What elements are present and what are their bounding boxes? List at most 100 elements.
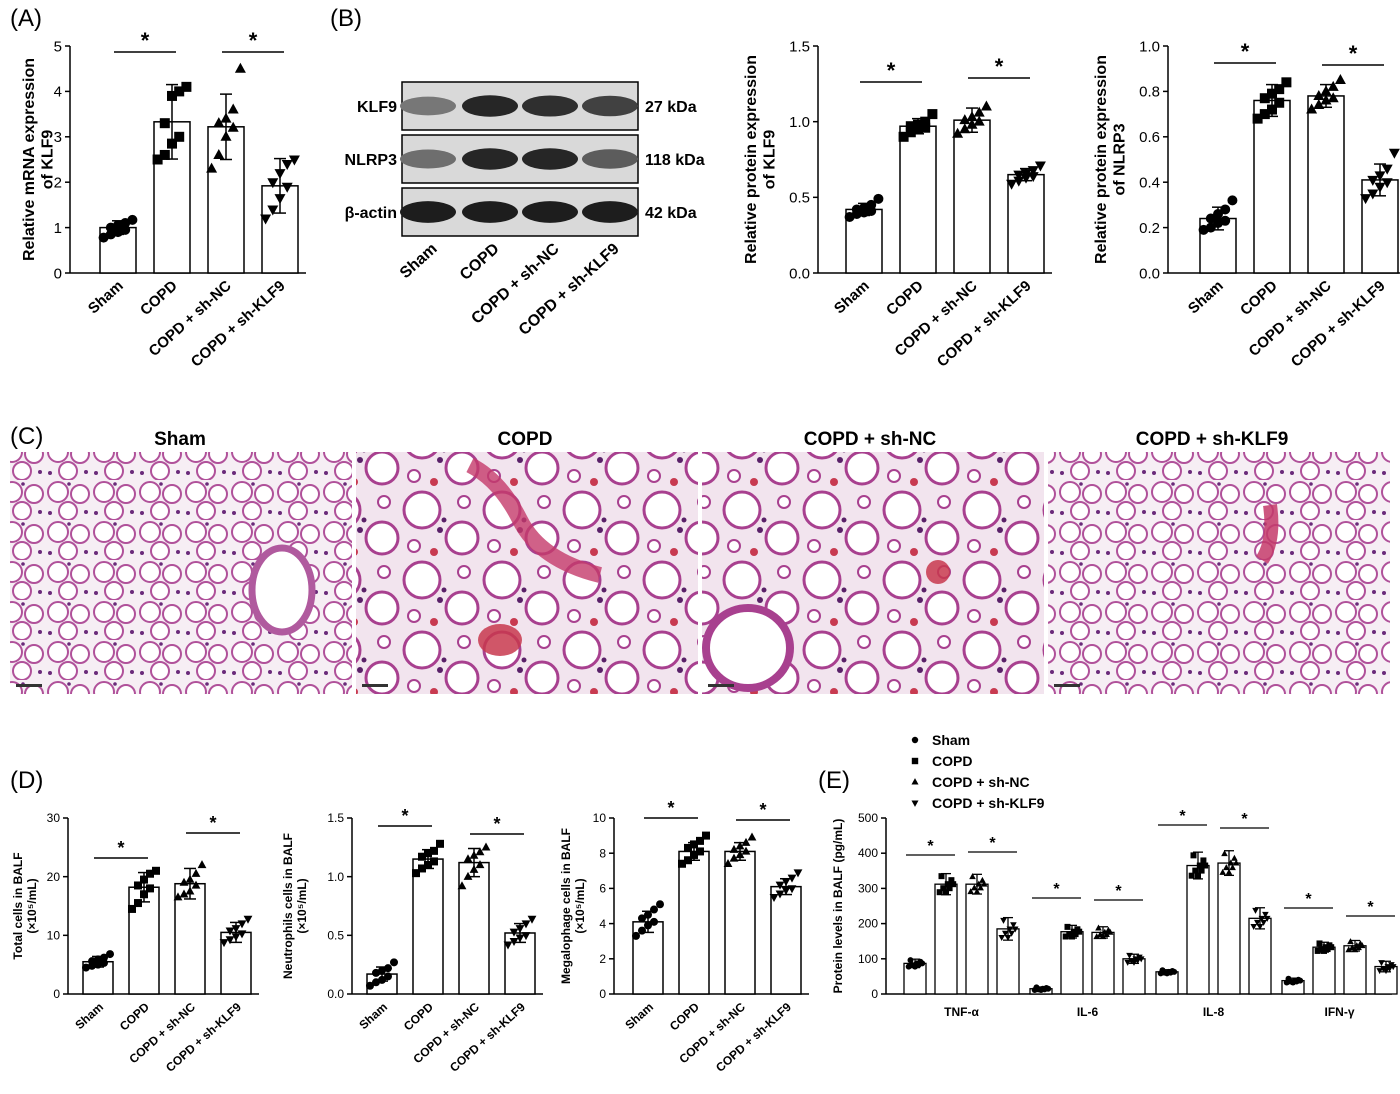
data-point <box>1034 161 1046 172</box>
histology-vessel <box>466 457 603 583</box>
data-point <box>481 842 491 851</box>
histology-vessel <box>248 544 316 636</box>
significance-star: * <box>1115 883 1122 900</box>
data-point <box>515 925 525 934</box>
data-point <box>787 885 797 894</box>
x-tick-label: COPD <box>117 1000 152 1034</box>
data-point <box>632 931 640 940</box>
bar <box>1343 945 1367 995</box>
blot-band <box>462 95 518 117</box>
significance-star: * <box>1241 811 1248 828</box>
blot-protein-label: β-actin <box>345 205 397 222</box>
data-point <box>911 757 919 765</box>
data-point <box>281 160 293 171</box>
bar <box>678 850 710 995</box>
data-point <box>424 849 432 858</box>
significance-star: * <box>995 54 1004 79</box>
legend-entry: COPD + sh-NC <box>932 774 1030 790</box>
y-tick-label: 4 <box>54 84 62 101</box>
y-tick-label: 500 <box>858 811 878 825</box>
y-axis-label-line: of KLF9 <box>39 130 56 190</box>
data-point <box>159 118 170 129</box>
data-point <box>1227 195 1238 206</box>
bar <box>412 858 444 995</box>
data-point <box>418 864 426 873</box>
y-tick-label: 3 <box>54 129 62 146</box>
data-point <box>418 852 426 861</box>
data-point <box>237 920 247 929</box>
data-point <box>702 831 710 840</box>
blot-band <box>400 96 456 116</box>
data-point <box>469 864 479 873</box>
data-point <box>1011 926 1019 933</box>
chart-klf9-mrna: 0 1 2 3 4 5 Relative mRNA expressionof KLF9 Sha… <box>21 28 306 371</box>
data-point <box>1200 857 1207 864</box>
bar <box>458 861 490 995</box>
data-point <box>88 957 96 966</box>
data-point <box>1198 867 1205 874</box>
panel-label-c: (C) <box>10 423 43 450</box>
data-point <box>1281 77 1292 88</box>
data-point <box>741 837 751 846</box>
blot-protein-label: NLRP3 <box>345 152 398 169</box>
data-point <box>973 115 985 126</box>
y-tick-label: 0.5 <box>789 190 810 207</box>
data-point <box>227 121 239 132</box>
histology-vessel <box>1255 504 1279 564</box>
blot-band <box>522 148 578 170</box>
data-point <box>167 138 177 149</box>
y-tick-label: 1.5 <box>327 811 344 825</box>
data-point <box>966 111 978 122</box>
blot-band <box>522 95 578 117</box>
data-point <box>1297 977 1304 984</box>
y-tick-label: 0 <box>871 987 878 1001</box>
data-point <box>1374 182 1386 193</box>
histology-panel: Sham COPD COPD + sh-NC COPD + sh-KLF9 <box>10 429 1390 694</box>
data-point <box>1099 933 1107 940</box>
data-point <box>911 778 919 785</box>
data-point <box>967 888 974 895</box>
y-tick-label: 0.0 <box>1139 265 1160 282</box>
data-point <box>219 939 229 948</box>
x-tick-label: Sham <box>72 1000 106 1032</box>
data-point <box>1274 84 1285 95</box>
bar <box>1060 931 1084 995</box>
data-point <box>775 890 785 899</box>
data-point <box>998 935 1005 942</box>
data-point <box>735 841 745 850</box>
data-point <box>1260 919 1267 926</box>
data-point <box>1137 956 1145 963</box>
blot-band <box>522 201 578 223</box>
data-point <box>366 981 374 990</box>
y-tick-label: 30 <box>47 811 61 825</box>
data-point <box>959 114 971 125</box>
significance-star: * <box>989 835 996 852</box>
histology-blood-cluster <box>926 560 950 584</box>
chart-megalophage: 0 2 4 6 8 10 Megalophage cells in BALF(×10⁵/mL… <box>559 798 809 1075</box>
data-point <box>1232 859 1240 866</box>
y-tick-label: 20 <box>47 870 61 884</box>
y-tick-label: 0.2 <box>1139 220 1160 237</box>
blot-band <box>582 149 638 169</box>
chart-neutrophils: 0.0 0.5 1.0 1.5 Neutrophils cells in BALF(×1… <box>281 806 543 1075</box>
data-point <box>980 100 992 111</box>
significance-star: * <box>667 798 674 818</box>
data-point <box>1328 944 1335 951</box>
y-tick-label: 0.4 <box>1139 174 1160 191</box>
x-tick-label: COPD <box>401 1000 436 1034</box>
y-tick-label: 1.0 <box>789 114 810 131</box>
data-point <box>1195 872 1201 879</box>
data-point <box>1202 862 1209 869</box>
data-point <box>1313 99 1325 110</box>
data-point <box>146 884 154 893</box>
significance-star: * <box>117 838 124 858</box>
panel-label-e: (E) <box>818 767 850 794</box>
data-point <box>950 881 957 888</box>
histology-title-sham: Sham <box>154 429 206 450</box>
data-point <box>1126 952 1133 959</box>
data-point <box>913 119 923 130</box>
data-point <box>1306 103 1318 114</box>
data-point <box>1008 930 1015 937</box>
data-point <box>1252 907 1259 914</box>
data-point <box>1231 854 1238 861</box>
